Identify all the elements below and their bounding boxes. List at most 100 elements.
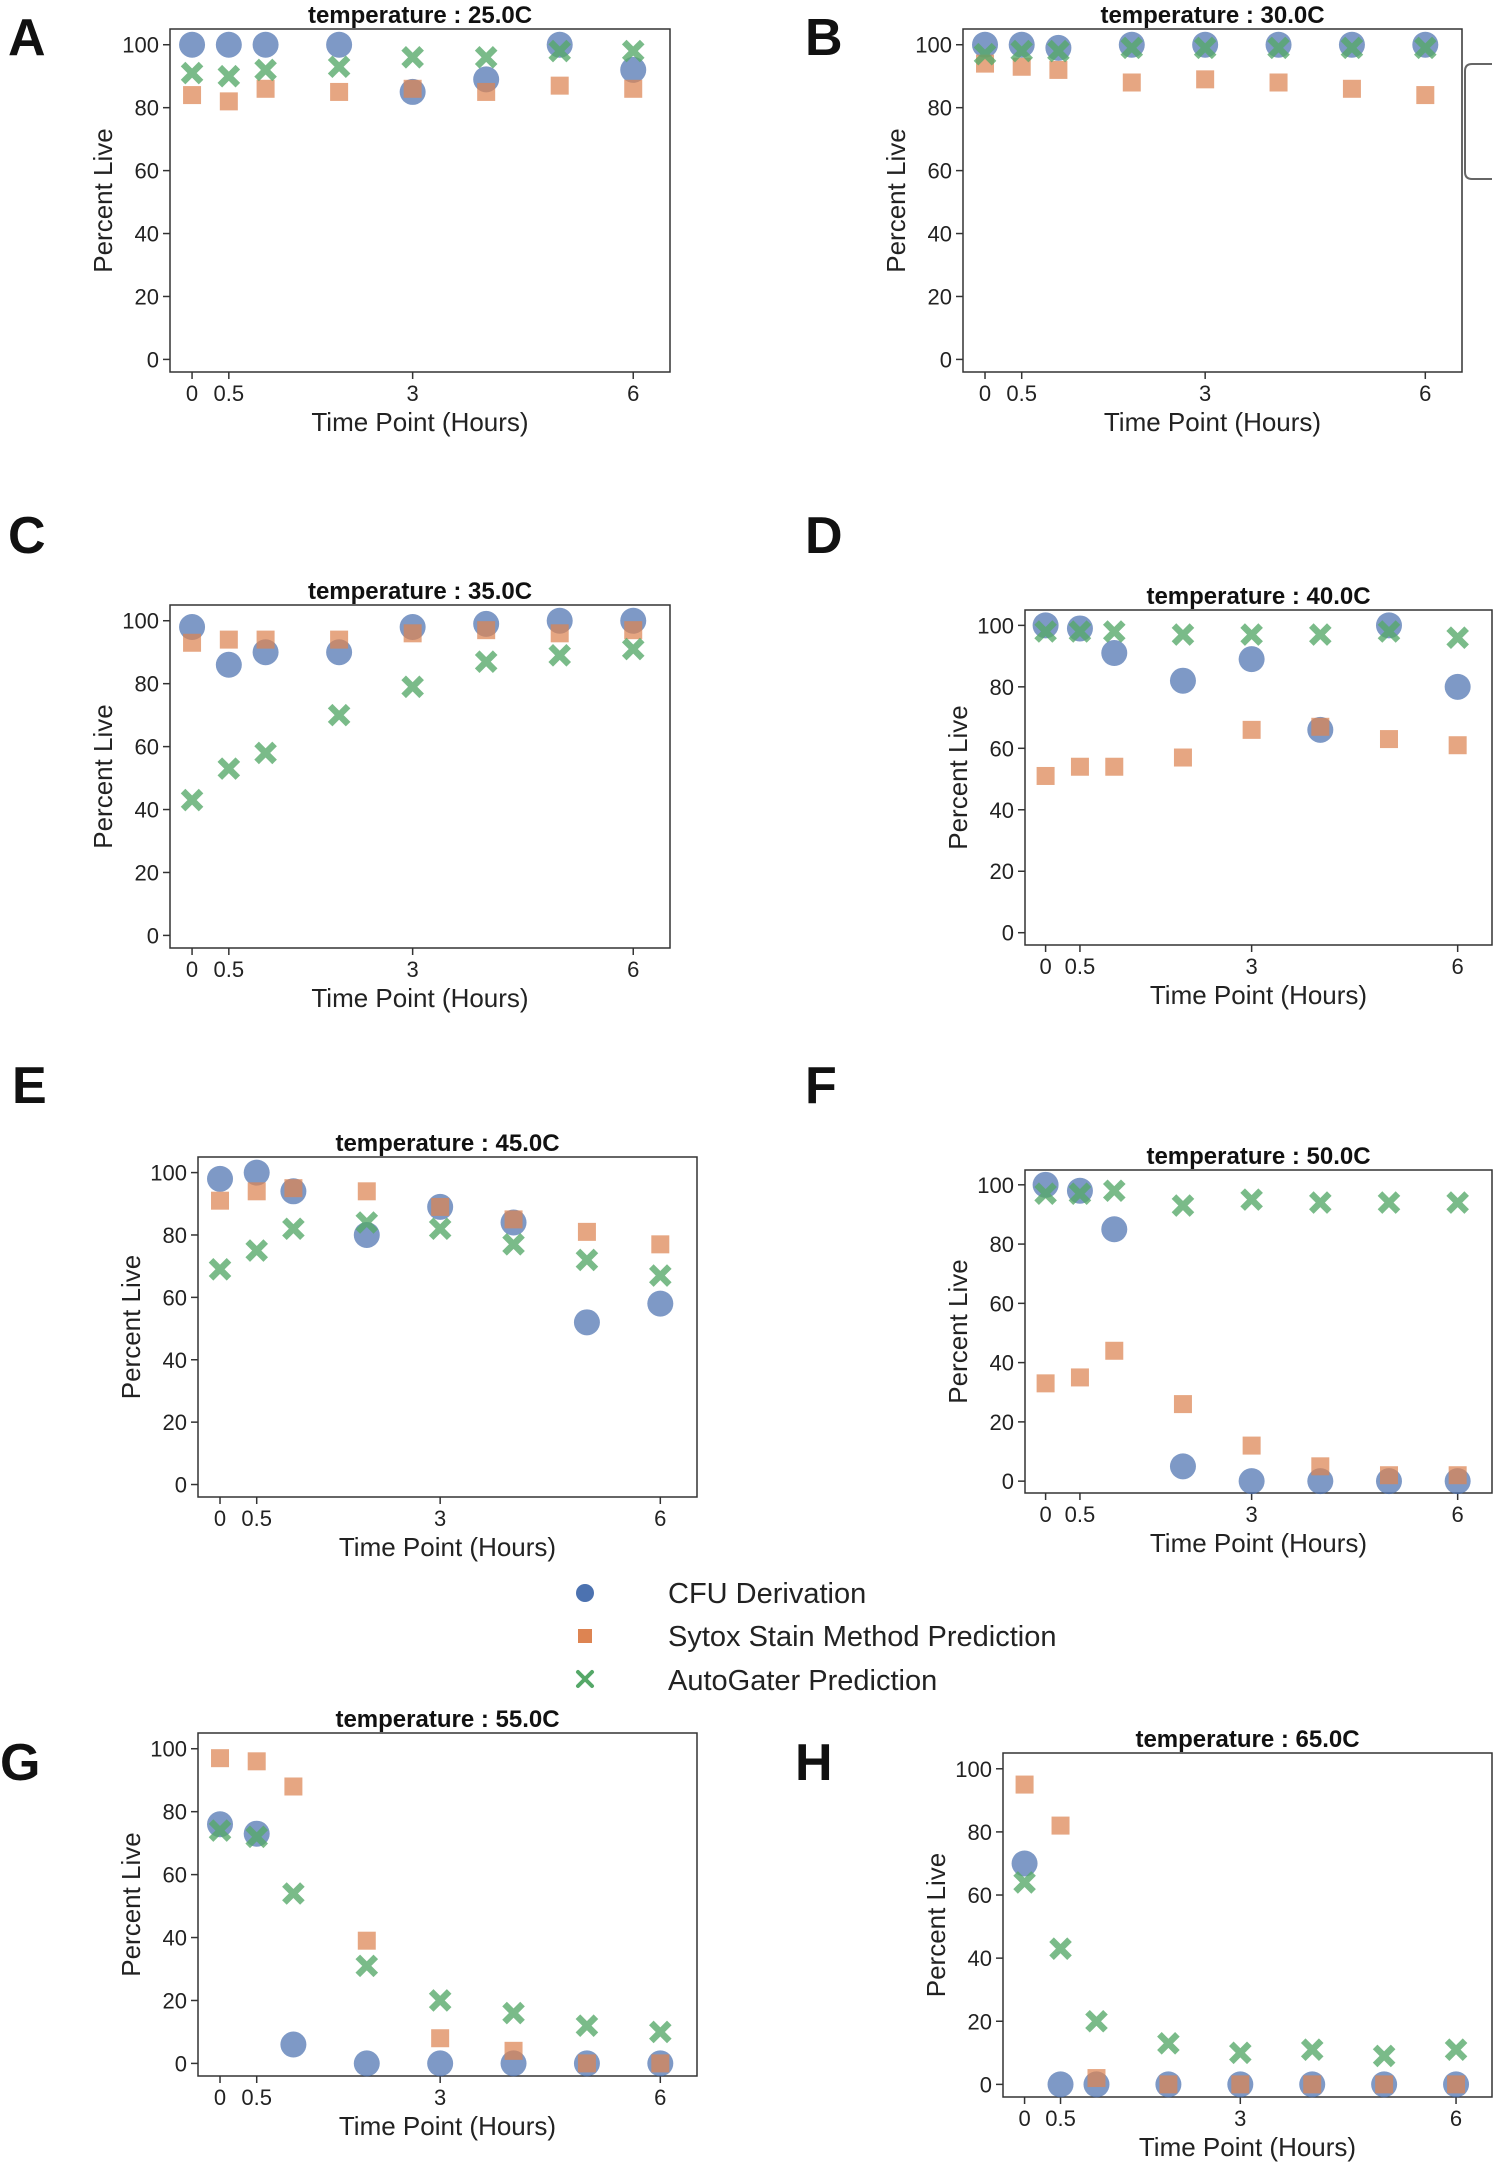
panel-e-ytick-label: 80 (163, 1223, 187, 1248)
panel-b-ytick-label: 100 (915, 33, 952, 58)
panel-c-point-sytox (183, 633, 202, 652)
panel-g-ylabel: Percent Live (116, 1832, 146, 1977)
panel-d-point-cfu (1238, 646, 1265, 673)
panel-h-xtick-label: 0 (1018, 2106, 1030, 2131)
panel-c-point-autogater (474, 650, 498, 673)
panel-c-xtick-label: 6 (627, 957, 639, 982)
panel-letter-c: C (8, 507, 46, 565)
panel-e-point-sytox (284, 1179, 303, 1198)
panel-g-point-autogater (355, 1954, 379, 1978)
panel-b-xtick-label: 3 (1199, 381, 1211, 406)
panel-e-point-autogater (245, 1239, 269, 1262)
panel-b-point-sytox (1122, 73, 1141, 92)
panel-f-point-sytox (1242, 1436, 1261, 1455)
panel-e-point-cfu (573, 1309, 600, 1336)
panel-f-point-sytox (1105, 1341, 1124, 1360)
panel-f-point-autogater (1171, 1194, 1195, 1217)
panel-h-point-autogater (1085, 2009, 1108, 2033)
panel-g-xtick-label: 6 (654, 2085, 666, 2110)
panel-f-point-autogater (1309, 1191, 1332, 1214)
panel-g-point-autogater (245, 1825, 269, 1849)
panel-b-point-sytox (1269, 73, 1288, 92)
panel-h-point-sytox (1087, 2069, 1106, 2088)
panel-b-point-autogater (1414, 36, 1437, 60)
panel-e-ylabel: Percent Live (116, 1255, 146, 1400)
panel-a-ytick-label: 40 (135, 222, 159, 247)
legend-label-sytox: Sytox Stain Method Prediction (668, 1621, 1056, 1653)
panel-g-point-cfu (207, 1811, 234, 1838)
panel-b-ytick-label: 80 (928, 96, 952, 121)
panel-h-point-autogater (1444, 2038, 1468, 2061)
panel-f-ytick-label: 0 (1002, 1469, 1014, 1494)
panel-b-ytick-label: 40 (928, 222, 952, 247)
panel-h-axes-frame (1002, 1752, 1493, 2098)
panel-d-axes-frame (1024, 609, 1493, 946)
panel-d-point-cfu (1375, 612, 1402, 639)
panel-f-ytick-label: 80 (990, 1232, 1014, 1257)
panel-d-point-autogater (1102, 620, 1126, 643)
panel-f-title: temperature : 50.0C (1146, 1143, 1370, 1170)
panel-f-point-autogater (1034, 1182, 1057, 1206)
panel-g-ytick-label: 60 (163, 1863, 187, 1888)
panel-d-xtick-label: 0 (1039, 954, 1051, 979)
panel-c-point-cfu (179, 614, 206, 641)
panel-b-xtick-label: 0.5 (1006, 381, 1037, 406)
panel-c-point-autogater (180, 788, 204, 812)
panel-e-point-sytox (211, 1191, 230, 1210)
panel-e-point-sytox (431, 1197, 450, 1216)
panel-e-xtick-label: 0.5 (241, 1506, 272, 1531)
panel-d-point-sytox (1036, 766, 1055, 785)
panel-f-xtick-label: 0 (1039, 1502, 1051, 1527)
panel-e-point-autogater (208, 1257, 232, 1281)
panel-d-point-autogater (1309, 623, 1332, 646)
panel-d-ytick-label: 60 (990, 736, 1014, 761)
panel-f-ytick-label: 100 (977, 1173, 1014, 1198)
panel-g-ytick-label: 80 (163, 1800, 187, 1825)
panel-b-point-sytox (1416, 86, 1435, 105)
panel-h-title: temperature : 65.0C (1135, 1726, 1359, 1753)
panel-b-point-autogater (1120, 36, 1144, 60)
panel-a-xtick-label: 6 (627, 381, 639, 406)
panel-d-point-autogater (1377, 620, 1401, 643)
panel-c-xtick-label: 3 (407, 957, 419, 982)
panel-c-xlabel: Time Point (Hours) (311, 983, 528, 1013)
panel-b-point-autogater (1267, 36, 1290, 60)
panel-h-xtick-label: 6 (1450, 2106, 1462, 2131)
panel-e-point-cfu (207, 1165, 234, 1192)
panel-e-ytick-label: 20 (163, 1410, 187, 1435)
figure-legend: CFU Derivation Sytox Stain Method Predic… (576, 1578, 1056, 1697)
panel-a-point-sytox (403, 79, 422, 98)
panel-h-point-cfu (1047, 2071, 1074, 2098)
panel-f-ytick-label: 20 (990, 1410, 1014, 1435)
panel-h-point-autogater (1372, 2044, 1396, 2068)
panel-letter-a: A (8, 9, 46, 67)
panel-h-xtick-label: 3 (1234, 2106, 1246, 2131)
panel-g-xtick-label: 0 (214, 2085, 226, 2110)
panel-g-point-sytox (504, 2041, 523, 2060)
panel-h-point-autogater (1300, 2038, 1324, 2061)
panel-d-point-sytox (1105, 757, 1124, 776)
panel-b-point-sytox (1012, 57, 1031, 76)
panel-h-point-autogater (1049, 1937, 1072, 1960)
panel-b-xtick-label: 6 (1419, 381, 1431, 406)
panel-d-ytick-label: 40 (990, 798, 1014, 823)
panel-d-point-sytox (1070, 757, 1089, 776)
panel-c-xtick-label: 0.5 (214, 957, 245, 982)
panel-g-point-sytox (431, 2029, 450, 2048)
panel-g-point-autogater (282, 1882, 305, 1905)
panel-a-point-sytox (550, 76, 569, 95)
panel-b-ylabel: Percent Live (881, 128, 911, 273)
panel-d-ytick-label: 100 (977, 613, 1014, 638)
panel-d-ytick-label: 20 (990, 859, 1014, 884)
panel-c-point-sytox (219, 630, 238, 649)
panel-c-point-autogater (621, 637, 645, 661)
panel-d-title: temperature : 40.0C (1146, 583, 1370, 610)
legend-marker-autogater (576, 1670, 594, 1688)
panel-h-xtick-label: 0.5 (1045, 2106, 1076, 2131)
panel-a-point-autogater (254, 58, 277, 82)
panel-f-point-sytox (1311, 1457, 1330, 1476)
